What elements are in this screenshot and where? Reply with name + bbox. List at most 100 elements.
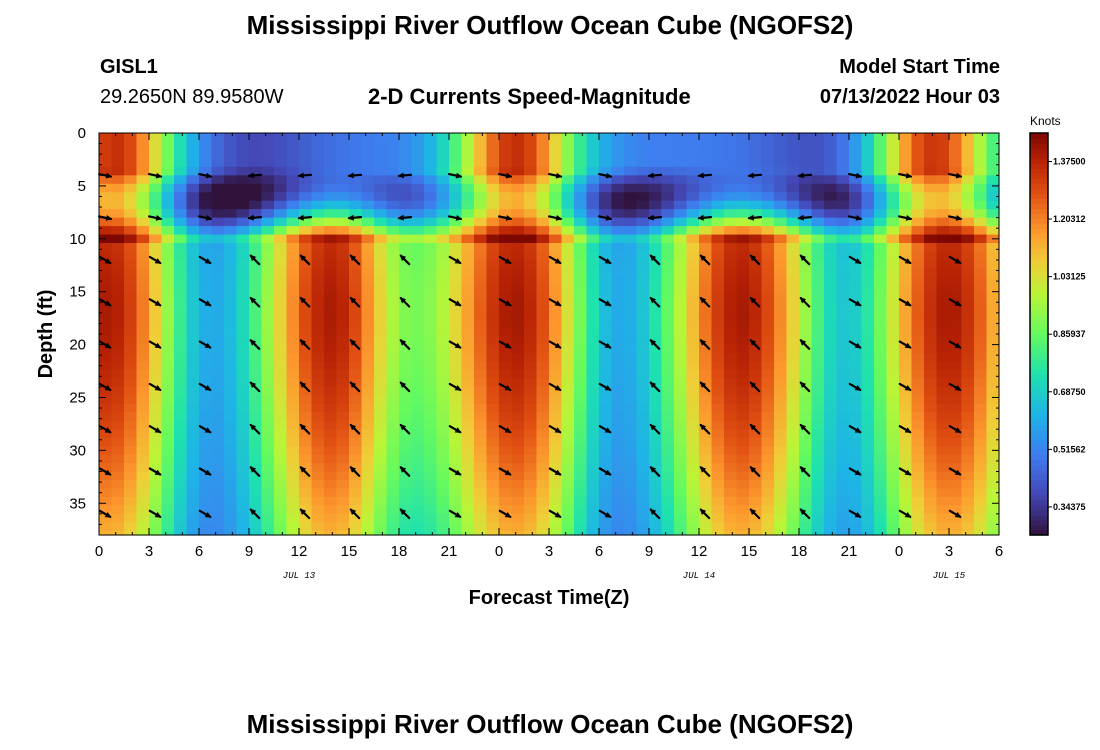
- heatmap-cell: [936, 505, 950, 515]
- arrow-head: [205, 215, 213, 221]
- velocity-arrow: [297, 214, 313, 221]
- heatmap-cell: [424, 471, 438, 481]
- heatmap-cell: [924, 319, 938, 329]
- heatmap-cell: [661, 513, 675, 523]
- heatmap-cell: [936, 386, 950, 396]
- heatmap-cell: [149, 395, 163, 405]
- heatmap-cell: [799, 192, 813, 202]
- heatmap-cell: [649, 344, 663, 354]
- velocity-arrow: [399, 254, 411, 266]
- heatmap-cell: [474, 141, 488, 151]
- heatmap-cell: [486, 488, 500, 498]
- heatmap-cell: [424, 412, 438, 422]
- heatmap-cell: [449, 437, 463, 447]
- heatmap-cell: [799, 293, 813, 303]
- heatmap-cell: [599, 378, 613, 388]
- heatmap-cell: [249, 158, 263, 168]
- heatmap-cell: [799, 429, 813, 439]
- heatmap-cell: [736, 403, 750, 413]
- heatmap-cell: [761, 310, 775, 320]
- heatmap-cell: [111, 336, 125, 346]
- heatmap-cell: [361, 209, 375, 219]
- heatmap-cell: [924, 344, 938, 354]
- heatmap-cell: [749, 209, 763, 219]
- heatmap-cell: [986, 268, 1000, 278]
- velocity-arrow: [148, 509, 162, 518]
- heatmap-cell: [236, 166, 250, 176]
- heatmap-cell: [961, 336, 975, 346]
- heatmap-cell: [211, 471, 225, 481]
- heatmap-cell: [536, 420, 550, 430]
- arrow-head: [904, 300, 912, 306]
- heatmap-cell: [486, 369, 500, 380]
- heatmap-cell: [936, 302, 950, 312]
- heatmap-cell: [674, 149, 688, 159]
- heatmap-cell: [449, 429, 463, 439]
- heatmap-cell: [149, 217, 163, 227]
- heatmap-cell: [174, 183, 188, 193]
- heatmap-cell: [936, 361, 950, 371]
- heatmap-cell: [799, 403, 813, 413]
- heatmap-cell: [661, 200, 675, 210]
- heatmap-cell: [724, 209, 738, 219]
- heatmap-cell: [474, 149, 488, 159]
- heatmap-cell: [449, 149, 463, 159]
- heatmap-cell: [499, 496, 513, 506]
- heatmap-cell: [349, 412, 363, 422]
- heatmap-cell: [199, 463, 213, 473]
- heatmap-cell: [99, 166, 113, 176]
- heatmap-cell: [736, 133, 750, 143]
- colorbar-segment: [1030, 213, 1048, 220]
- heatmap-cell: [436, 471, 450, 481]
- colorbar-segment: [1030, 293, 1048, 300]
- heatmap-cell: [811, 488, 825, 498]
- heatmap-cell: [474, 403, 488, 413]
- arrow-head: [854, 512, 862, 518]
- arrow-head: [799, 297, 807, 304]
- arrow-head: [454, 258, 462, 264]
- heatmap-cell: [249, 420, 263, 430]
- velocity-arrow: [749, 466, 761, 477]
- chart-title: Mississippi River Outflow Ocean Cube (NG…: [246, 10, 854, 40]
- heatmap-cell: [224, 479, 238, 490]
- heatmap-cell: [524, 429, 538, 439]
- heatmap-cell: [986, 310, 1000, 320]
- heatmap-cell: [761, 403, 775, 413]
- heatmap-cell: [836, 446, 850, 456]
- arrow-head: [647, 214, 654, 221]
- heatmap-cell: [499, 463, 513, 473]
- heatmap-cell: [836, 463, 850, 473]
- heatmap-cell: [274, 412, 288, 422]
- heatmap-cell: [849, 175, 863, 185]
- heatmap-cell: [736, 285, 750, 295]
- heatmap-cell: [599, 209, 613, 219]
- velocity-arrow: [299, 423, 311, 435]
- heatmap-cell: [299, 149, 313, 159]
- heatmap-cell: [649, 319, 663, 329]
- heatmap-cell: [924, 276, 938, 286]
- heatmap-cell: [674, 327, 688, 337]
- heatmap-cell: [411, 158, 425, 168]
- heatmap-cell: [749, 429, 763, 439]
- heatmap-cell: [724, 217, 738, 227]
- heatmap-cell: [111, 226, 125, 236]
- arrow-head: [504, 258, 512, 264]
- heatmap-cell: [974, 319, 988, 329]
- heatmap-cell: [286, 522, 300, 532]
- arrow-head: [249, 297, 257, 304]
- heatmap-cell: [186, 149, 200, 159]
- heatmap-cell: [736, 336, 750, 346]
- heatmap-cell: [411, 243, 425, 253]
- arrow-head: [154, 300, 162, 306]
- heatmap-cell: [224, 285, 238, 295]
- heatmap-cell: [699, 522, 713, 532]
- heatmap-cell: [736, 463, 750, 473]
- heatmap-cell: [236, 293, 250, 303]
- heatmap-cell: [899, 505, 913, 515]
- heatmap-cell: [936, 133, 950, 143]
- heatmap-cell: [649, 166, 663, 176]
- heatmap-cell: [974, 513, 988, 523]
- heatmap-cell: [386, 234, 400, 244]
- heatmap-cell: [636, 446, 650, 456]
- heatmap-cell: [386, 149, 400, 159]
